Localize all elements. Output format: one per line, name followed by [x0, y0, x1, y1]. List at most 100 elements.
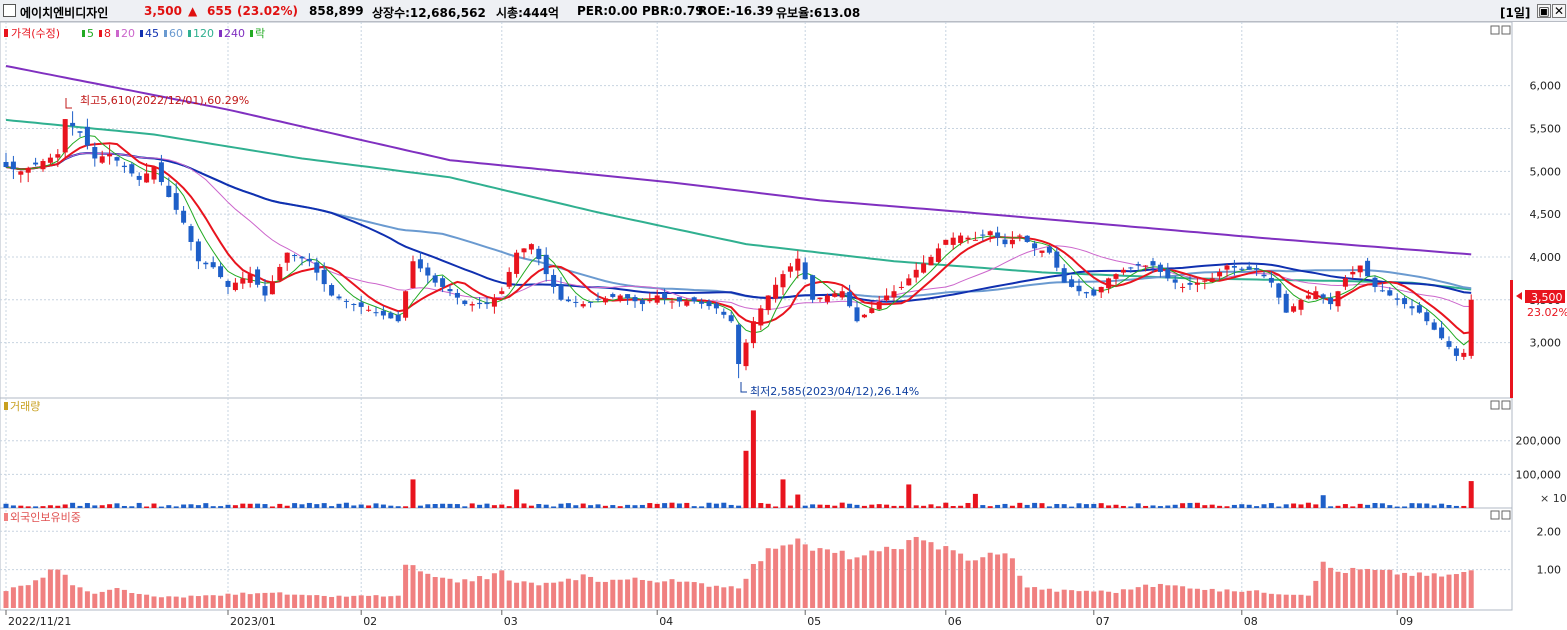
candle-body — [1239, 268, 1245, 270]
candle-body — [817, 297, 823, 300]
volume-bar — [832, 505, 838, 508]
price-axis-label: 6,000 — [1530, 80, 1562, 93]
foreign-ratio-bar — [225, 593, 231, 608]
volume-bar — [647, 503, 653, 508]
candle-body — [543, 254, 549, 275]
foreign-ratio-bar — [1424, 575, 1430, 608]
volume-bar — [1046, 506, 1052, 508]
maximize-icon[interactable]: ▣ — [1537, 4, 1551, 18]
last-price-box — [1525, 290, 1565, 303]
volume-bar — [802, 505, 808, 508]
select-checkbox[interactable] — [3, 4, 16, 17]
candle-body — [1402, 298, 1408, 305]
candle-body — [1106, 278, 1112, 289]
foreign-ratio-bar — [25, 585, 31, 608]
foreign-ratio-bar — [632, 577, 638, 608]
candle-body — [373, 312, 379, 314]
volume-bar — [536, 504, 542, 508]
foreign-ratio-bar — [1254, 590, 1260, 608]
foreign-ratio-bar — [699, 583, 705, 608]
foreign-ratio-bar — [1039, 589, 1045, 608]
volume-bar — [1283, 504, 1289, 508]
candle-body — [898, 286, 904, 288]
foreign-ratio-bar — [1335, 571, 1341, 608]
foreign-ratio-bar — [292, 594, 298, 608]
volume-bar — [1054, 503, 1060, 508]
period-selector[interactable]: [1일] — [1500, 6, 1531, 20]
foreign-ratio-bar — [1157, 583, 1163, 608]
volume-bar — [1120, 505, 1126, 508]
foreign-ratio-bar — [1083, 590, 1089, 608]
candle-body — [565, 299, 571, 302]
stock-name[interactable]: 에이치엔비디자인 — [20, 6, 109, 20]
volume-bar — [958, 505, 964, 508]
foreign-ratio-bar — [639, 579, 645, 608]
candle-body — [1098, 286, 1104, 293]
foreign-ratio-bar — [558, 581, 564, 608]
foreign-ratio-bar — [1091, 591, 1097, 608]
foreign-ratio-bar — [551, 582, 557, 608]
foreign-panel-max-icon[interactable] — [1490, 510, 1500, 520]
foreign-ratio-bar — [1135, 587, 1141, 608]
candle-body — [425, 267, 431, 276]
price-panel-close-icon[interactable] — [1501, 25, 1511, 35]
foreign-ratio-bar — [861, 555, 867, 608]
foreign-ratio-bar — [1453, 574, 1459, 608]
candle-body — [1224, 265, 1230, 270]
volume-bar — [617, 506, 623, 508]
volume-bar — [787, 505, 793, 508]
foreign-ratio-bar — [1180, 586, 1186, 608]
candle-body — [1372, 277, 1378, 287]
close-icon[interactable]: ✕ — [1552, 4, 1566, 18]
volume-panel-max-icon[interactable] — [1490, 400, 1500, 410]
foreign-ratio-bar — [1143, 584, 1149, 608]
volume-bar — [1431, 505, 1437, 508]
foreign-ratio-bar — [573, 580, 579, 608]
volume-bar — [336, 503, 342, 508]
foreign-panel-close-icon[interactable] — [1501, 510, 1511, 520]
foreign-ratio-bar — [462, 579, 468, 608]
foreign-ratio-bar — [299, 594, 305, 608]
foreign-ratio-bar — [1342, 572, 1348, 608]
volume-bar — [277, 503, 283, 508]
legend-item: 8 — [104, 27, 111, 40]
candle-body — [417, 259, 423, 269]
candle-body — [40, 161, 46, 170]
volume-panel-close-icon[interactable] — [1501, 400, 1511, 410]
candle-body — [913, 269, 919, 278]
candle-body — [528, 244, 534, 250]
foreign-ratio-bar — [329, 596, 335, 608]
volume-bar — [55, 505, 61, 508]
volume-bar — [750, 410, 756, 508]
volume-bar — [425, 504, 431, 508]
foreign-ratio-bar — [469, 581, 475, 608]
volume-bar — [943, 502, 949, 508]
volume-bar — [595, 504, 601, 508]
foreign-ratio-bar — [62, 574, 68, 608]
candle-body — [521, 248, 527, 253]
candle-body — [854, 307, 860, 322]
candle-body — [958, 235, 964, 243]
volume-bar — [1335, 505, 1341, 508]
x-axis-label: 07 — [1096, 615, 1110, 628]
foreign-ratio-bar — [491, 573, 497, 608]
volume-bar — [1453, 505, 1459, 508]
volume-bar — [876, 504, 882, 508]
last-price-label: 3,500 — [1531, 291, 1563, 304]
foreign-ratio-bar — [588, 576, 594, 608]
volume-bar — [1194, 502, 1200, 508]
volume-bar — [1387, 505, 1393, 508]
foreign-ratio-bar — [477, 576, 483, 608]
candle-body — [1076, 285, 1082, 292]
volume-bar — [684, 502, 690, 508]
legend-item: 60 — [169, 27, 183, 40]
price-panel-max-icon[interactable] — [1490, 25, 1500, 35]
foreign-ratio-bar — [314, 595, 320, 608]
candle-body — [203, 262, 209, 265]
volume-bar — [1320, 495, 1326, 508]
foreign-ratio-bar — [1291, 594, 1297, 608]
candle-body — [262, 286, 268, 296]
price-axis-label: 4,500 — [1530, 208, 1562, 221]
foreign-ratio-bar — [70, 585, 76, 608]
candle-body — [1320, 294, 1326, 298]
